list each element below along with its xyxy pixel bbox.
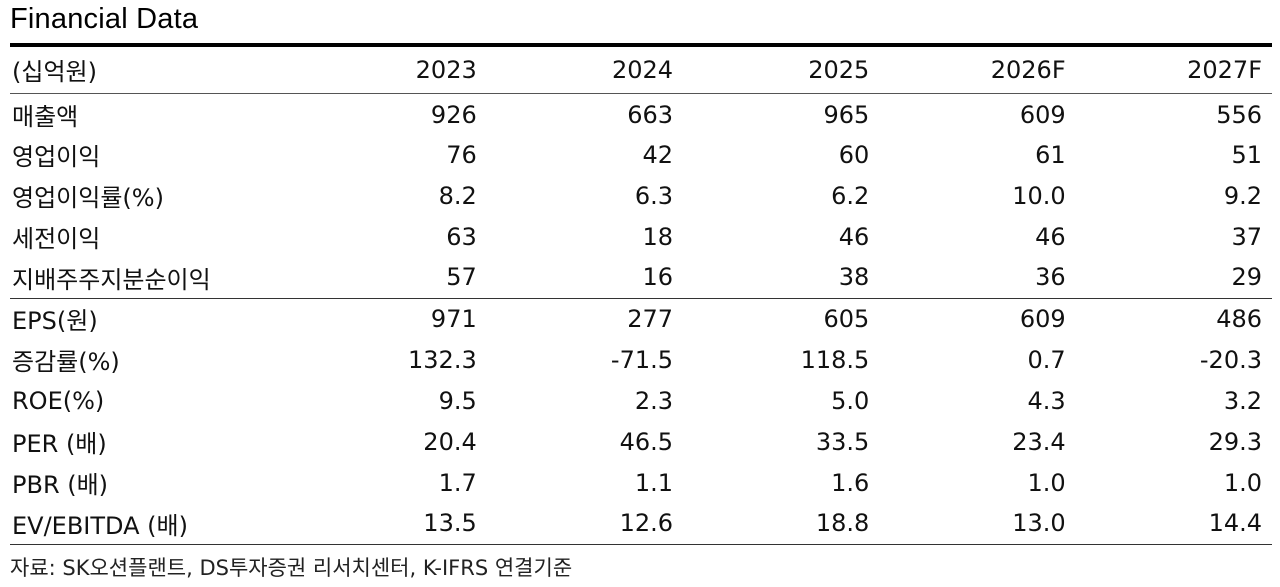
cell-value: 42 — [642, 140, 674, 169]
cell-value: 46.5 — [619, 427, 674, 456]
cell-value: 38 — [838, 263, 870, 292]
cell-value: 609 — [1019, 100, 1066, 129]
row-label: 영업이익 — [12, 143, 101, 171]
cell-value: 13.5 — [423, 509, 477, 538]
table-row: 세전이익 63 18 46 46 37 — [10, 216, 1272, 257]
cell-value: 2.3 — [634, 386, 674, 415]
table-row: 지배주주지분순이익 57 16 38 36 29 — [10, 257, 1272, 298]
row-label: 세전이익 — [12, 225, 101, 253]
cell-value: 16 — [642, 263, 674, 292]
row-label: 지배주주지분순이익 — [12, 265, 211, 294]
cell-value: 6.2 — [831, 181, 870, 210]
cell-value: 1.7 — [438, 468, 477, 497]
cell-value: 0.7 — [1027, 345, 1066, 374]
row-label: PER (배) — [12, 430, 107, 458]
cell-value: 486 — [1216, 304, 1262, 333]
cell-value: 5.0 — [831, 386, 870, 415]
cell-value: 4.3 — [1027, 386, 1066, 415]
cell-value: -71.5 — [610, 345, 674, 374]
cell-value: 118.5 — [800, 345, 870, 374]
cell-value: 60 — [838, 140, 870, 169]
cell-value: 926 — [430, 100, 477, 129]
cell-value: 13.0 — [1012, 509, 1066, 538]
cell-value: 46 — [1035, 222, 1066, 251]
cell-value: 12.6 — [619, 509, 674, 538]
row-label: ROE(%) — [12, 386, 105, 415]
cell-value: 609 — [1019, 304, 1066, 333]
valuation-metrics-group: EPS(원) 971 277 605 609 486 증감률(%) 132.3 … — [10, 298, 1272, 544]
table-row: PER (배) 20.4 46.5 33.5 23.4 29.3 — [10, 421, 1272, 462]
cell-value: 51 — [1231, 140, 1262, 169]
cell-value: 971 — [430, 304, 477, 333]
cell-value: 33.5 — [815, 427, 870, 456]
table-row: ROE(%) 9.5 2.3 5.0 4.3 3.2 — [10, 380, 1272, 421]
cell-value: 9.5 — [438, 386, 477, 415]
table-row: EPS(원) 971 277 605 609 486 — [10, 298, 1272, 339]
cell-value: 23.4 — [1012, 427, 1066, 456]
cell-value: 663 — [627, 100, 674, 129]
table-row: 매출액 926 663 965 609 556 — [10, 93, 1272, 134]
cell-value: 6.3 — [634, 181, 674, 210]
row-label: PBR (배) — [12, 471, 109, 499]
row-label: 영업이익률(%) — [12, 184, 164, 212]
table-row: 영업이익률(%) 8.2 6.3 6.2 10.0 9.2 — [10, 175, 1272, 216]
cell-value: 277 — [627, 304, 674, 333]
financial-table-container: (십억원) 2023 2024 2025 2026F 2027F 매출액 926… — [10, 43, 1272, 545]
cell-value: 1.6 — [831, 468, 870, 497]
unit-label: (십억원) — [12, 58, 97, 87]
cell-value: -20.3 — [1199, 345, 1262, 374]
cell-value: 63 — [446, 222, 477, 251]
year-header: 2025 — [808, 55, 870, 84]
cell-value: 14.4 — [1208, 509, 1262, 538]
source-note: 자료: SK오션플랜트, DS투자증권 리서치센터, K-IFRS 연결기준 — [10, 556, 573, 580]
cell-value: 605 — [823, 304, 870, 333]
row-label: 증감률(%) — [12, 348, 120, 376]
cell-value: 556 — [1216, 100, 1262, 129]
year-header: 2023 — [415, 55, 477, 84]
cell-value: 9.2 — [1223, 181, 1262, 210]
table-row: PBR (배) 1.7 1.1 1.6 1.0 1.0 — [10, 462, 1272, 503]
row-label: EV/EBITDA (배) — [12, 511, 188, 540]
table-header: (십억원) 2023 2024 2025 2026F 2027F — [10, 45, 1272, 93]
row-label: 매출액 — [12, 103, 79, 132]
row-label: EPS(원) — [12, 307, 98, 336]
cell-value: 29.3 — [1208, 427, 1262, 456]
header-row: (십억원) 2023 2024 2025 2026F 2027F — [10, 45, 1272, 93]
cell-value: 61 — [1035, 140, 1066, 169]
cell-value: 57 — [446, 263, 477, 292]
table-row: 영업이익 76 42 60 61 51 — [10, 134, 1272, 175]
cell-value: 29 — [1231, 263, 1262, 292]
cell-value: 36 — [1035, 263, 1066, 292]
table-row: 증감률(%) 132.3 -71.5 118.5 0.7 -20.3 — [10, 339, 1272, 380]
year-header: 2024 — [611, 55, 674, 84]
cell-value: 8.2 — [438, 181, 477, 210]
cell-value: 18.8 — [815, 509, 870, 538]
cell-value: 10.0 — [1012, 181, 1066, 210]
cell-value: 1.1 — [634, 468, 674, 497]
cell-value: 20.4 — [423, 427, 477, 456]
cell-value: 132.3 — [408, 345, 477, 374]
cell-value: 1.0 — [1027, 468, 1066, 497]
cell-value: 46 — [838, 222, 870, 251]
page-title: Financial Data — [10, 3, 199, 35]
cell-value: 76 — [446, 140, 477, 169]
financial-table: (십억원) 2023 2024 2025 2026F 2027F 매출액 926… — [10, 43, 1272, 545]
year-header: 2026F — [990, 55, 1066, 84]
cell-value: 3.2 — [1223, 386, 1262, 415]
cell-value: 965 — [823, 100, 870, 129]
cell-value: 37 — [1231, 222, 1262, 251]
cell-value: 1.0 — [1223, 468, 1262, 497]
year-header: 2027F — [1187, 55, 1262, 84]
income-statement-group: 매출액 926 663 965 609 556 영업이익 76 42 60 61… — [10, 93, 1272, 298]
table-row: EV/EBITDA (배) 13.5 12.6 18.8 13.0 14.4 — [10, 503, 1272, 544]
cell-value: 18 — [642, 222, 674, 251]
